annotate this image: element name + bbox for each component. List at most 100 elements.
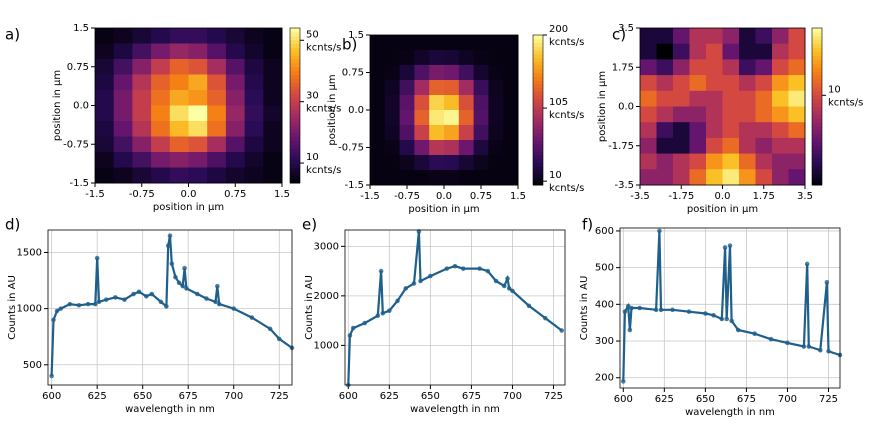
heatmap-cell xyxy=(207,90,227,106)
heatmap-cell xyxy=(788,90,806,107)
heatmap-cell xyxy=(384,35,401,51)
data-point xyxy=(164,304,169,309)
x-tick-label: -1.5 xyxy=(360,191,380,202)
heatmap-cell xyxy=(151,121,171,137)
data-point xyxy=(505,276,510,281)
heatmap-cell xyxy=(444,140,460,156)
colorbar-tick-label: 105 xyxy=(549,97,568,108)
colorbar-segment xyxy=(812,114,822,119)
colorbar-segment xyxy=(533,143,543,148)
heatmap-cell xyxy=(640,169,657,186)
heatmap-cell xyxy=(722,43,740,60)
colorbar-segment xyxy=(290,124,300,130)
y-tick-label: 1.5 xyxy=(73,23,89,34)
heatmap-cell xyxy=(132,43,152,60)
data-point xyxy=(444,266,450,271)
colorbar-segment xyxy=(533,91,543,96)
colorbar-segment xyxy=(533,125,543,130)
heatmap-cell xyxy=(640,153,657,170)
y-tick-label: 0.75 xyxy=(342,68,364,79)
colorbar-segment xyxy=(290,39,300,44)
heatmap-cell xyxy=(151,105,171,122)
heatmap-cell xyxy=(188,105,208,122)
heatmap-cell xyxy=(429,125,445,141)
colorbar-segment xyxy=(290,66,300,72)
heatmap-cell xyxy=(755,28,773,45)
colorbar-segment xyxy=(812,149,822,155)
data-point xyxy=(93,301,98,307)
colorbar-segment xyxy=(812,122,822,127)
heatmap-cell xyxy=(169,152,189,168)
heatmap-cell xyxy=(113,105,133,122)
data-point xyxy=(629,305,634,311)
data-point xyxy=(136,289,142,295)
colorbar-segment xyxy=(533,151,543,156)
x-tick-label: 0.75 xyxy=(470,191,492,202)
heatmap-cell xyxy=(399,50,415,66)
data-point xyxy=(169,261,175,266)
heatmap-cell xyxy=(263,74,283,91)
colorbar-segment xyxy=(290,167,300,172)
colorbar-segment xyxy=(290,105,300,110)
heatmap-cell xyxy=(399,125,415,141)
heatmap-cell xyxy=(458,140,475,156)
colorbar-segment xyxy=(812,43,822,49)
y-tick-label: -1.75 xyxy=(608,141,634,152)
data-point xyxy=(653,307,659,313)
heatmap-cell xyxy=(722,153,740,170)
colorbar-segment xyxy=(812,126,822,131)
heatmap-cell xyxy=(370,140,386,156)
colorbar-segment xyxy=(533,106,543,111)
x-tick-label: 675 xyxy=(737,394,756,405)
heatmap-cell xyxy=(399,95,415,111)
data-point xyxy=(67,301,73,307)
heatmap-cell xyxy=(207,43,227,60)
data-point xyxy=(724,316,730,322)
colorbar-segment xyxy=(533,132,543,137)
heatmap-cell xyxy=(706,59,723,76)
heatmap-cell xyxy=(640,43,657,60)
heatmap-cell xyxy=(722,169,740,186)
data-point xyxy=(103,297,109,302)
data-point xyxy=(627,327,633,333)
heatmap-cell xyxy=(414,65,430,81)
heatmap-cell xyxy=(788,153,806,170)
heatmap-cell xyxy=(458,155,475,171)
data-point xyxy=(380,310,386,316)
heatmap-cell xyxy=(722,59,740,76)
heatmap-cell xyxy=(722,90,740,107)
colorbar-segment xyxy=(533,83,543,88)
heatmap-cell xyxy=(384,50,401,66)
heatmap-cell xyxy=(95,167,115,184)
y-axis-label: position in μm xyxy=(327,74,338,145)
heatmap-cell xyxy=(95,59,115,75)
data-point xyxy=(173,274,178,280)
colorbar-segment xyxy=(290,117,300,122)
data-point xyxy=(195,291,200,297)
heatmap-cell xyxy=(429,65,445,81)
colorbar-segment xyxy=(290,59,300,64)
data-point xyxy=(411,281,417,286)
data-point xyxy=(375,313,381,318)
data-point xyxy=(362,320,368,326)
plot-frame xyxy=(344,229,566,386)
heatmap-cell xyxy=(113,121,133,137)
y-tick-label: 3.5 xyxy=(618,23,634,34)
heatmap-cell xyxy=(263,43,283,60)
colorbar-segment xyxy=(290,136,300,141)
heatmap-cell xyxy=(132,74,152,91)
heatmap-cell xyxy=(151,136,171,153)
heatmap-cell xyxy=(772,75,789,92)
heatmap-cell xyxy=(458,95,475,111)
colorbar-segment xyxy=(290,144,300,149)
heatmap-cell xyxy=(399,35,415,51)
heatmap-cell xyxy=(706,28,723,45)
colorbar-segment xyxy=(812,55,822,60)
heatmap-cell xyxy=(689,75,707,92)
heatmap-cell xyxy=(755,90,773,107)
colorbar-segment xyxy=(533,155,543,160)
colorbar-segment xyxy=(533,173,543,178)
data-point xyxy=(824,280,830,285)
data-point xyxy=(54,308,60,314)
